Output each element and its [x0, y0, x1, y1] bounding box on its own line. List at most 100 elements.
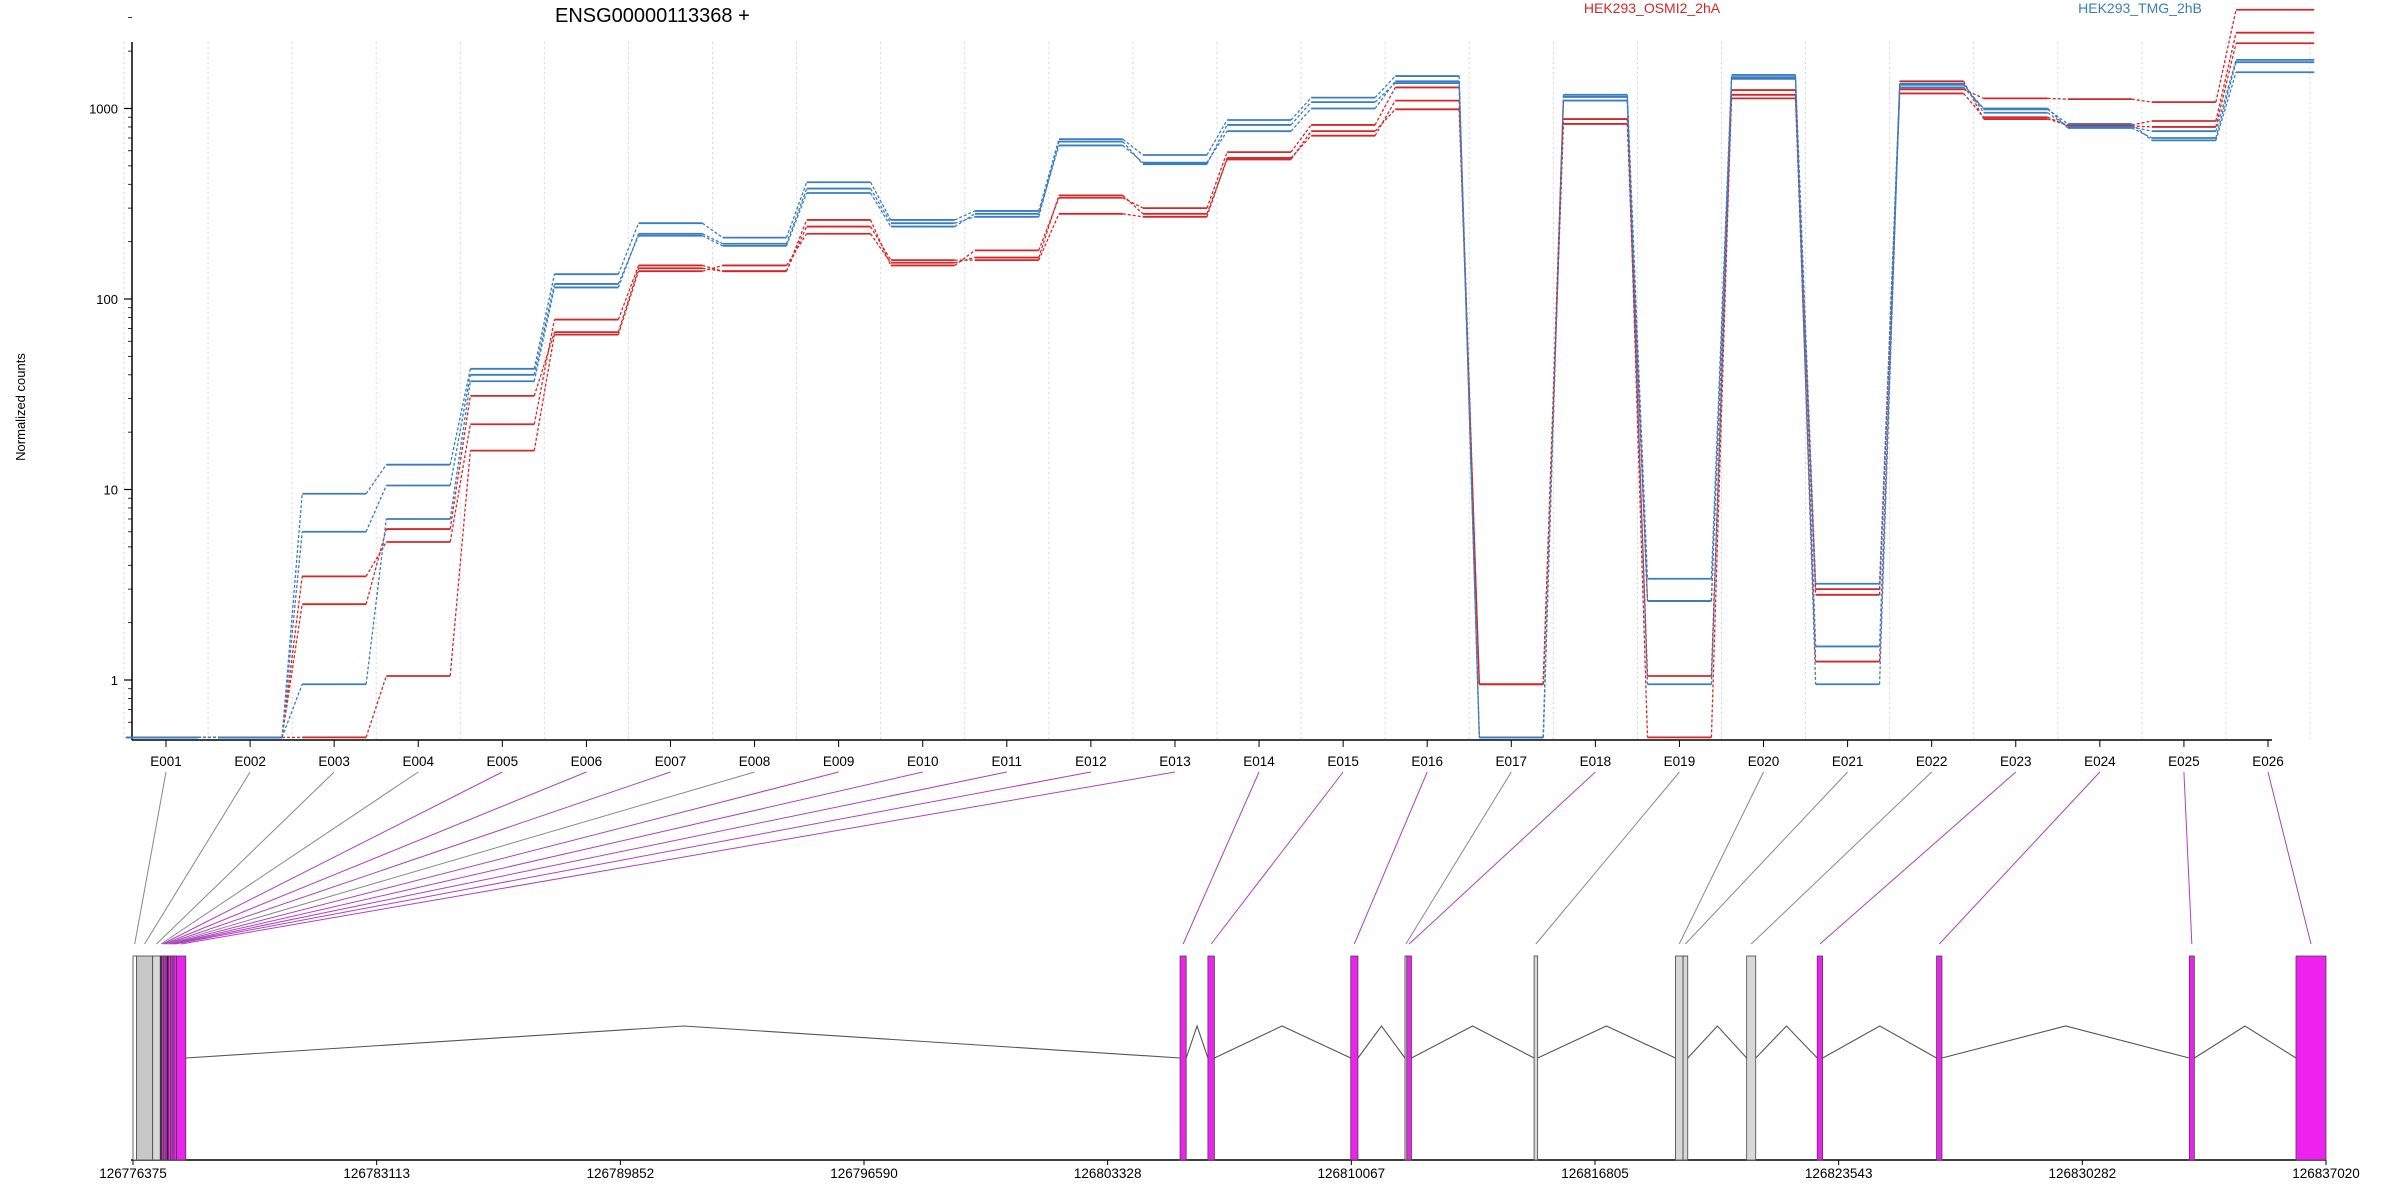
exon-connector: [169, 771, 839, 945]
intron-line: [1537, 1025, 1676, 1059]
series-connector: [281, 604, 303, 738]
x-tick-label: E025: [2168, 754, 2200, 769]
exon-E018: [1406, 955, 1412, 1161]
series-connector: [1206, 119, 1228, 156]
series-connector: [449, 450, 472, 677]
exon-E015: [1207, 955, 1215, 1161]
series-connector: [785, 219, 808, 272]
series-connector: [1963, 88, 1985, 99]
series-connector: [1290, 97, 1312, 121]
exon-connector: [1819, 771, 2017, 945]
series-connector: [533, 319, 556, 425]
exon-connector: [171, 771, 923, 945]
x-tick-label: E014: [1243, 754, 1275, 769]
x-tick-label: E022: [1916, 754, 1948, 769]
series-connector: [954, 249, 976, 266]
x-tick-label: E015: [1327, 754, 1359, 769]
series-connector: [2131, 126, 2153, 132]
series-connector: [1038, 195, 1060, 258]
genomic-coordinate-label: 126796590: [830, 1166, 898, 1181]
x-tick-label: E003: [318, 754, 350, 769]
x-tick-label: E023: [2000, 754, 2032, 769]
axes: 1 10 100 1000 E001 E002 E003 E004 E005 E006 E007 E0…: [89, 17, 2284, 769]
series-connector: [785, 192, 808, 247]
series-connector: [2215, 9, 2237, 103]
series-connector: [870, 181, 892, 221]
x-tick-label: E001: [150, 754, 182, 769]
series-connector: [785, 233, 808, 266]
exon-E020: [1675, 955, 1684, 1161]
exon-E001: [132, 955, 137, 1161]
exon-connector: [156, 771, 335, 945]
series-connector: [869, 219, 892, 266]
genomic-coordinate-label: 126823543: [1805, 1166, 1873, 1181]
series-connector: [533, 283, 556, 375]
series-connector: [1542, 96, 1565, 738]
x-tick-label: E011: [992, 754, 1023, 769]
series-connector: [1038, 145, 1060, 215]
series-connector: [1290, 130, 1312, 160]
x-tick-label: E012: [1075, 754, 1107, 769]
series-connector: [1206, 157, 1228, 218]
exon-E024: [1936, 955, 1943, 1161]
series-connector: [702, 233, 723, 245]
series-connector: [2215, 72, 2237, 141]
series-connector: [1626, 96, 1649, 685]
series-connector: [1122, 197, 1144, 209]
exon-E022: [1746, 955, 1757, 1161]
series-connector: [617, 222, 640, 275]
exon-E014: [1179, 955, 1187, 1161]
exon-connector: [1685, 771, 1848, 945]
x-tick-label: E026: [2252, 754, 2284, 769]
exon-E025: [2188, 955, 2195, 1161]
exon-E002: [136, 955, 154, 1161]
exon-connector: [1408, 771, 1596, 945]
exon-connector: [1678, 771, 1764, 945]
exon-connector: [175, 771, 1091, 945]
genomic-coordinate-label: 126810067: [1318, 1166, 1386, 1181]
series-connector: [702, 267, 723, 272]
exon-connector: [1210, 771, 1344, 945]
series-connector: [2131, 125, 2153, 128]
y-tick-label: 1: [111, 673, 118, 688]
series-connector: [365, 541, 387, 577]
series-connector: [449, 395, 472, 530]
exon-E019: [1533, 955, 1539, 1161]
series-connector: [2131, 120, 2153, 126]
x-tick-label: E021: [1832, 754, 1864, 769]
exon-connector: [144, 771, 251, 945]
series-connector: [2047, 97, 2068, 100]
exon-connector: [167, 771, 755, 945]
gene-model: 126776375 126783113 126789852 126796590 1268…: [99, 955, 2360, 1181]
series-connector: [870, 192, 892, 227]
series-connector: [2215, 62, 2237, 139]
series-connector: [2047, 108, 2069, 125]
genomic-coordinate-label: 126816805: [1561, 1166, 1629, 1181]
series-connector: [954, 210, 976, 221]
series-connector: [365, 518, 387, 685]
series-connector: [1710, 77, 1733, 685]
series-connector: [365, 675, 387, 738]
series-connector: [281, 684, 303, 738]
series-connector: [617, 270, 640, 335]
x-tick-label: E007: [655, 754, 687, 769]
series-connector: [1458, 83, 1480, 738]
exon-E013: [176, 955, 187, 1161]
series-connector: [1794, 77, 1817, 685]
genomic-coordinate-label: 126803328: [1074, 1166, 1142, 1181]
series-connector: [2047, 116, 2069, 127]
series-connector: [365, 464, 387, 495]
series-connector: [281, 531, 303, 738]
exon-connector: [2183, 771, 2193, 945]
series-connector: [617, 268, 640, 333]
exon-connector: [1750, 771, 1933, 945]
genomic-coordinate-label: 126783113: [343, 1166, 410, 1181]
series-connector: [1963, 83, 1985, 114]
x-tick-label: E016: [1411, 754, 1443, 769]
series-connector: [1963, 92, 1985, 118]
series-connector: [533, 287, 556, 382]
series-connector: [2215, 43, 2237, 128]
exon-E016: [1350, 955, 1359, 1161]
series-connector: [1374, 87, 1396, 126]
